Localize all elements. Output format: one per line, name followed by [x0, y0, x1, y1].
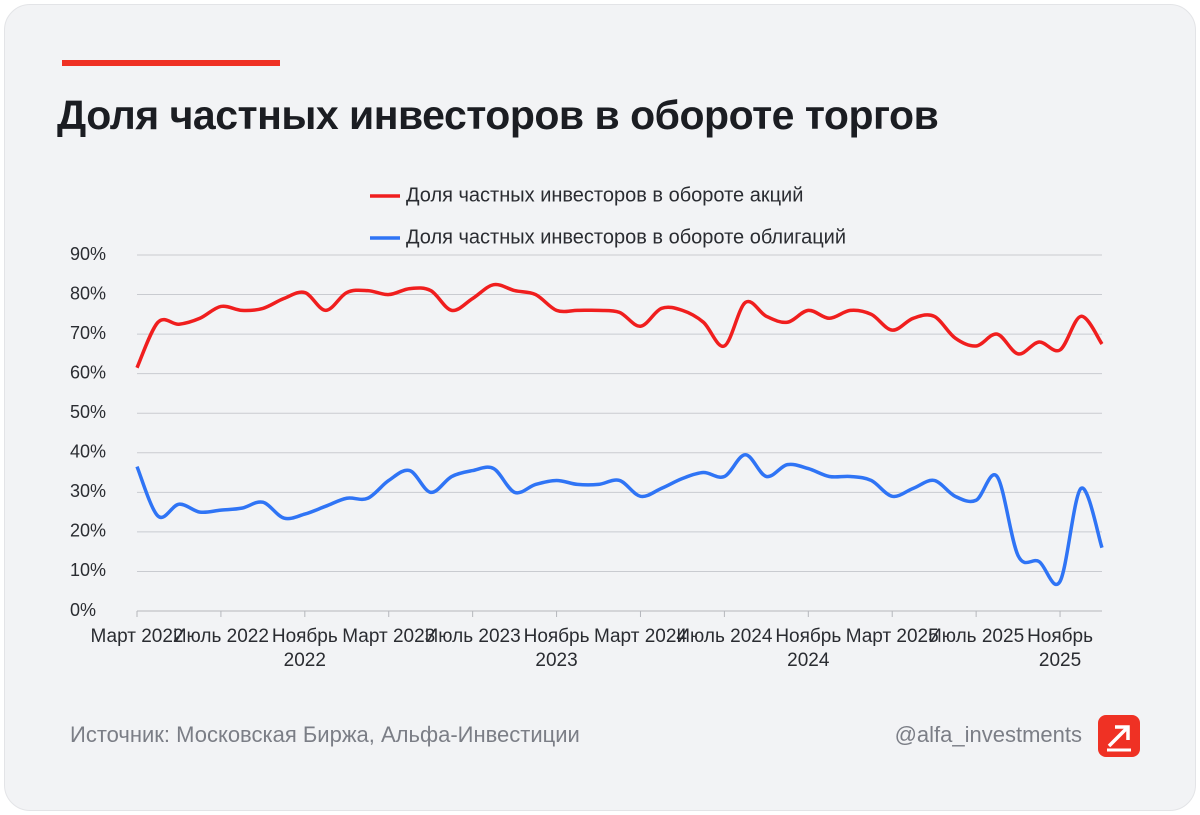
x-tick-label: Март 2025	[845, 626, 939, 647]
y-tick-label: 30%	[70, 481, 106, 501]
logo	[1098, 715, 1140, 757]
y-tick-label: 70%	[70, 323, 106, 343]
x-tick-label: Ноябрь 2022	[271, 626, 338, 671]
x-tick-label: Ноябрь 2025	[1027, 626, 1093, 671]
x-tick-label: Ноябрь 2023	[523, 626, 590, 671]
x-tick-label: Июль 2025	[928, 626, 1025, 647]
chart-title: Доля частных инвесторов в обороте торгов	[57, 92, 939, 138]
x-tick-label: Июль 2022	[172, 626, 269, 647]
x-tick-label: Март 2024	[593, 626, 687, 647]
y-tick-label: 90%	[70, 244, 106, 264]
x-tick-label: Ноябрь 2024	[775, 626, 842, 671]
y-tick-label: 10%	[70, 560, 106, 580]
y-tick-label: 20%	[70, 521, 106, 541]
card	[4, 4, 1196, 811]
logo-icon	[1107, 725, 1131, 752]
handle: @alfa_investments	[894, 722, 1082, 747]
x-tick-label: Март 2022	[90, 626, 184, 647]
y-tick-label: 40%	[70, 442, 106, 462]
legend-label: Доля частных инвесторов в обороте акций	[406, 184, 803, 206]
x-tick-label: Июль 2024	[676, 626, 773, 647]
y-tick-label: 60%	[70, 362, 106, 382]
legend-label: Доля частных инвесторов в обороте облига…	[406, 226, 846, 248]
y-tick-label: 0%	[70, 600, 96, 620]
y-tick-label: 50%	[70, 402, 106, 422]
line	[135, 453, 1104, 586]
line	[135, 282, 1104, 369]
y-tick-label: 80%	[70, 283, 106, 303]
x-tick-label: Июль 2023	[424, 626, 521, 647]
x-tick-label: Март 2023	[342, 626, 436, 647]
source: Источник: Московская Биржа, Альфа-Инвест…	[70, 722, 580, 747]
accent-bar	[62, 60, 280, 66]
